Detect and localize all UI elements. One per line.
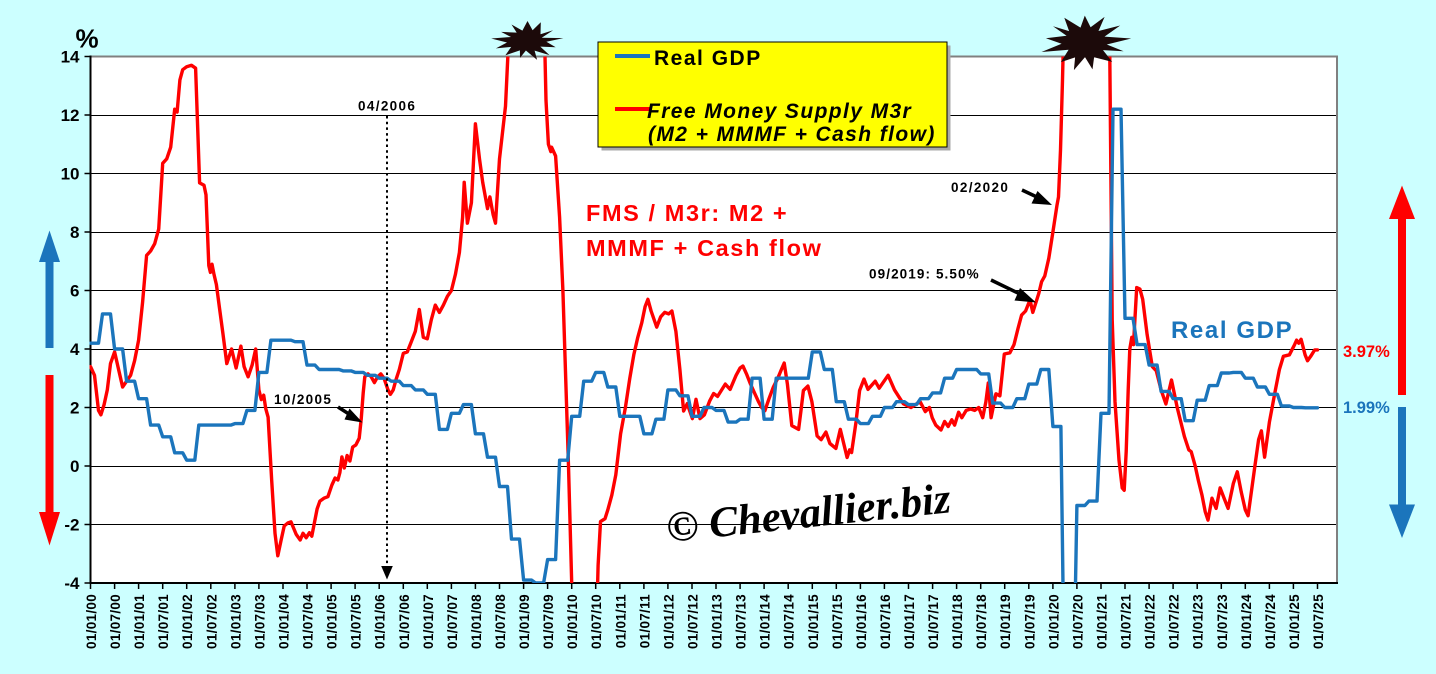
svg-text:01/07/01: 01/07/01 (156, 594, 171, 649)
svg-text:01/01/13: 01/01/13 (710, 594, 725, 649)
svg-text:01/01/08: 01/01/08 (469, 594, 484, 649)
svg-text:01/07/12: 01/07/12 (686, 594, 701, 649)
svg-text:1.99%: 1.99% (1343, 399, 1390, 417)
svg-text:01/01/14: 01/01/14 (758, 594, 773, 649)
svg-text:6: 6 (70, 282, 79, 301)
svg-text:2: 2 (70, 399, 79, 418)
svg-text:01/07/14: 01/07/14 (782, 594, 797, 649)
svg-text:01/01/15: 01/01/15 (806, 594, 821, 649)
svg-text:01/01/03: 01/01/03 (228, 594, 243, 649)
svg-text:01/01/07: 01/01/07 (421, 594, 436, 649)
svg-text:01/07/22: 01/07/22 (1167, 594, 1182, 649)
svg-text:01/07/02: 01/07/02 (204, 594, 219, 649)
svg-text:01/07/15: 01/07/15 (830, 594, 845, 649)
svg-text:10: 10 (61, 165, 80, 184)
svg-text:01/07/09: 01/07/09 (541, 594, 556, 649)
svg-text:FMS / M3r: M2 +: FMS / M3r: M2 + (586, 200, 788, 226)
svg-text:01/07/24: 01/07/24 (1263, 594, 1278, 649)
svg-text:01/01/06: 01/01/06 (373, 594, 388, 649)
svg-text:01/07/25: 01/07/25 (1311, 594, 1326, 649)
svg-text:01/07/04: 01/07/04 (301, 594, 316, 649)
svg-text:01/07/23: 01/07/23 (1215, 594, 1230, 649)
svg-text:01/01/20: 01/01/20 (1046, 594, 1061, 649)
svg-text:MMMF + Cash flow: MMMF + Cash flow (586, 235, 822, 261)
svg-text:01/07/18: 01/07/18 (974, 594, 989, 649)
svg-text:01/01/00: 01/01/00 (84, 594, 99, 649)
svg-text:01/01/19: 01/01/19 (998, 594, 1013, 649)
svg-text:01/07/08: 01/07/08 (493, 594, 508, 649)
svg-text:Free Money Supply M3r: Free Money Supply M3r (647, 100, 913, 123)
svg-text:01/07/03: 01/07/03 (252, 594, 267, 649)
svg-text:10/2005: 10/2005 (274, 392, 332, 407)
svg-text:01/07/11: 01/07/11 (637, 594, 652, 648)
svg-text:8: 8 (70, 223, 79, 242)
svg-text:Real GDP: Real GDP (1171, 317, 1293, 344)
svg-text:14: 14 (61, 48, 80, 67)
svg-text:01/07/07: 01/07/07 (445, 594, 460, 649)
svg-text:01/07/05: 01/07/05 (349, 594, 364, 649)
svg-text:01/07/21: 01/07/21 (1119, 594, 1134, 649)
svg-text:01/01/10: 01/01/10 (565, 594, 580, 649)
svg-text:01/07/17: 01/07/17 (926, 594, 941, 649)
svg-text:01/07/06: 01/07/06 (397, 594, 412, 649)
svg-text:01/07/10: 01/07/10 (589, 594, 604, 649)
svg-text:01/01/04: 01/01/04 (277, 594, 292, 649)
svg-text:01/01/05: 01/01/05 (325, 594, 340, 649)
svg-text:01/07/20: 01/07/20 (1070, 594, 1085, 649)
svg-text:01/01/12: 01/01/12 (661, 594, 676, 649)
svg-text:01/01/01: 01/01/01 (132, 594, 147, 649)
svg-text:01/01/09: 01/01/09 (517, 594, 532, 649)
svg-text:01/01/22: 01/01/22 (1143, 594, 1158, 649)
svg-text:01/01/24: 01/01/24 (1239, 594, 1254, 649)
svg-text:01/01/16: 01/01/16 (854, 594, 869, 649)
svg-text:-2: -2 (64, 516, 79, 535)
svg-text:-4: -4 (64, 574, 80, 593)
svg-text:01/01/21: 01/01/21 (1095, 594, 1110, 649)
svg-text:12: 12 (61, 106, 80, 125)
svg-text:01/07/13: 01/07/13 (734, 594, 749, 649)
svg-text:%: % (76, 24, 99, 54)
svg-text:01/07/19: 01/07/19 (1022, 594, 1037, 649)
svg-text:01/01/23: 01/01/23 (1191, 594, 1206, 649)
svg-text:01/07/00: 01/07/00 (108, 594, 123, 649)
svg-text:(M2 + MMMF + Cash flow): (M2 + MMMF + Cash flow) (648, 123, 936, 146)
svg-text:04/2006: 04/2006 (358, 99, 416, 114)
svg-text:01/01/17: 01/01/17 (902, 594, 917, 649)
svg-text:01/01/11: 01/01/11 (613, 594, 628, 648)
svg-text:01/01/25: 01/01/25 (1287, 594, 1302, 649)
svg-text:4: 4 (70, 340, 80, 359)
svg-text:02/2020: 02/2020 (951, 180, 1009, 195)
svg-text:09/2019: 5.50%: 09/2019: 5.50% (869, 267, 980, 282)
svg-text:01/01/02: 01/01/02 (180, 594, 195, 649)
svg-text:0: 0 (70, 457, 79, 476)
svg-text:01/01/18: 01/01/18 (950, 594, 965, 649)
svg-text:3.97%: 3.97% (1343, 343, 1390, 361)
svg-text:Real GDP: Real GDP (654, 47, 762, 70)
svg-text:01/07/16: 01/07/16 (878, 594, 893, 649)
